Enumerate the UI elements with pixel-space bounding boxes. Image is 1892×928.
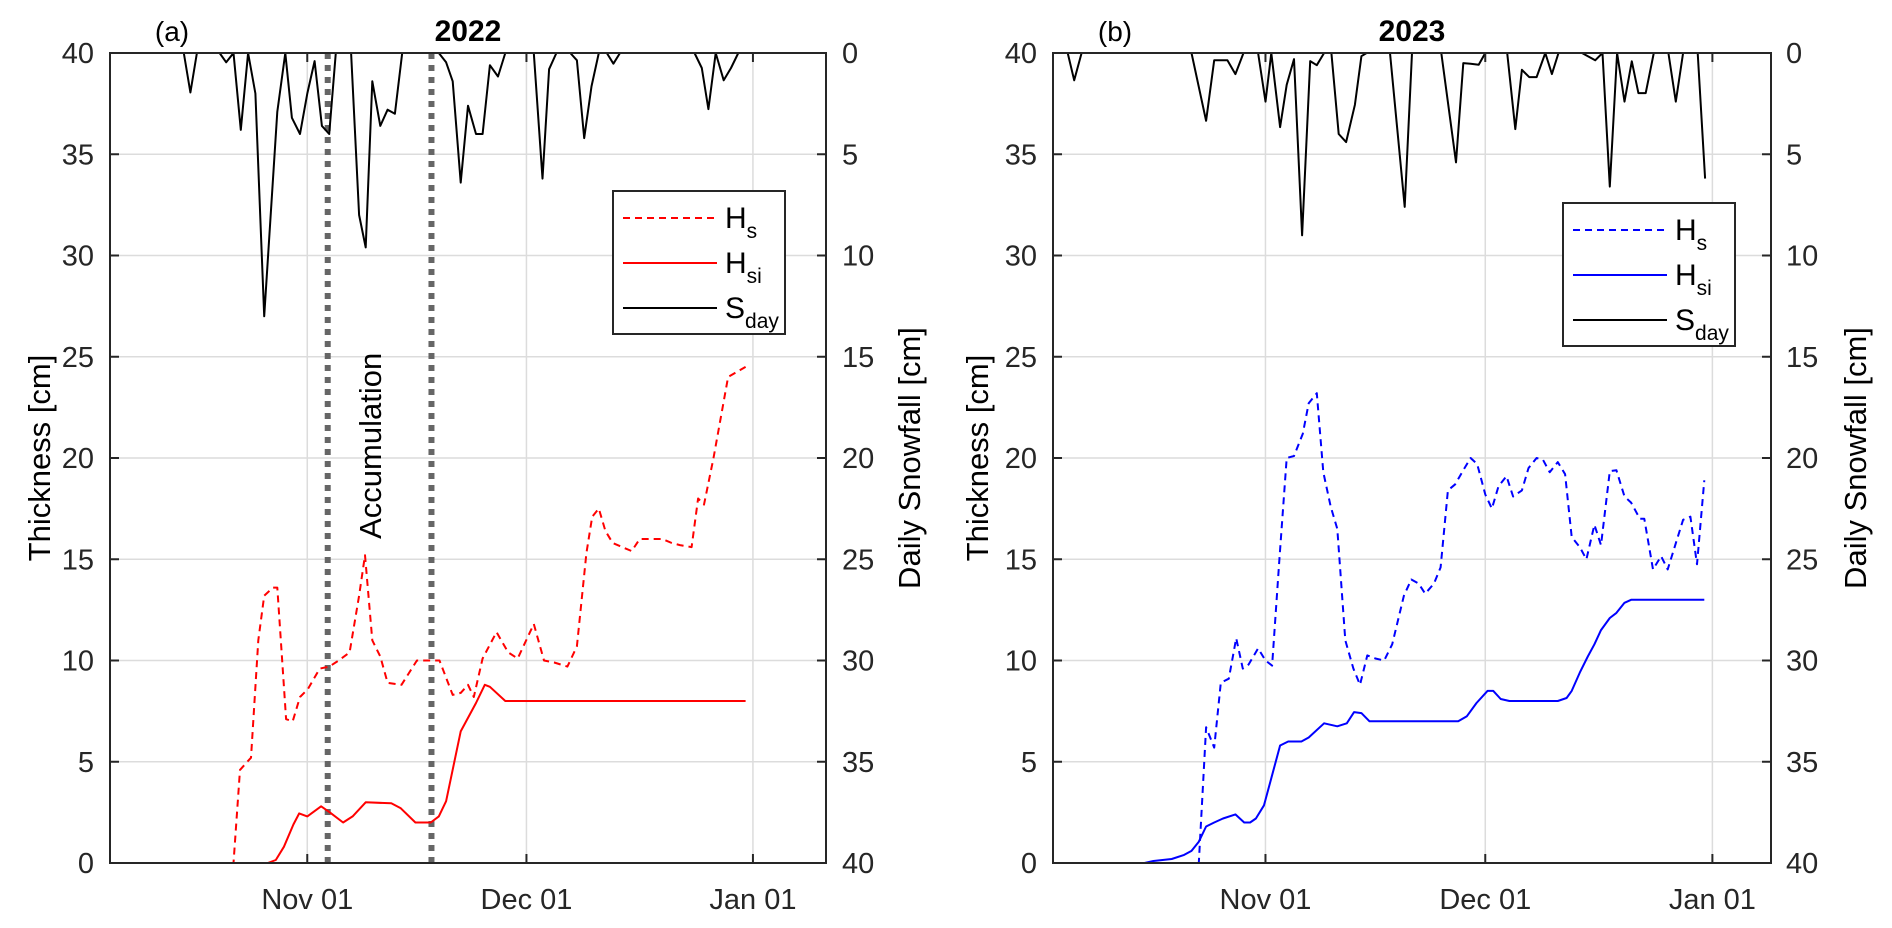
legend-label-sday: Sday: [1675, 304, 1729, 345]
y-right-axis-label: Daily Snowfall [cm]: [1838, 327, 1873, 589]
legend-label-main: H: [1675, 214, 1697, 247]
y-right-tick-label: 0: [842, 38, 858, 70]
accumulation-annotation: Accumulation: [353, 353, 388, 539]
y-tick-label: 30: [1005, 241, 1037, 273]
y-right-tick-label: 40: [842, 848, 874, 880]
legend-label-subscript: day: [1695, 322, 1729, 345]
y-right-tick-label: 35: [1786, 747, 1818, 779]
legend-label-subscript: s: [1697, 232, 1708, 255]
y-tick-label: 35: [62, 139, 94, 171]
y-right-tick-label: 35: [842, 747, 874, 779]
legend-label-main: H: [1675, 259, 1697, 292]
y-tick-label: 40: [1005, 38, 1037, 70]
y-right-tick-label: 15: [1786, 342, 1818, 374]
legend-label-subscript: day: [745, 310, 779, 333]
y-right-tick-label: 25: [842, 544, 874, 576]
x-tick-label: Dec 01: [481, 884, 573, 916]
chart-title: 2022: [435, 15, 502, 48]
legend-label-subscript: si: [747, 265, 762, 288]
panel-b-2023: 0 5 10 15 20 25 30 35 40 0 5 10 15 20 25 30 35 40 Nov 01 De…: [960, 15, 1873, 916]
y-tick-label: 15: [62, 544, 94, 576]
y-tick-label: 20: [1005, 443, 1037, 475]
legend-label-main: H: [725, 202, 747, 235]
y-tick-label: 10: [1005, 646, 1037, 678]
y-tick-label: 40: [62, 38, 94, 70]
y-right-tick-label: 5: [842, 139, 858, 171]
x-tick-label: Jan 01: [709, 884, 796, 916]
y-tick-label: 30: [62, 241, 94, 273]
legend-label-main: H: [725, 247, 747, 280]
y-tick-label: 0: [1021, 848, 1037, 880]
legend-label-subscript: s: [747, 220, 758, 243]
legend-label-hs: Hs: [725, 202, 757, 243]
y-right-tick-label: 15: [842, 342, 874, 374]
y-right-tick-label: 20: [842, 443, 874, 475]
x-tick-label: Nov 01: [1220, 884, 1312, 916]
y-tick-label: 5: [1021, 747, 1037, 779]
y-tick-label: 35: [1005, 139, 1037, 171]
series-line-hs: [110, 366, 747, 864]
legend-label-sday: Sday: [725, 292, 779, 333]
series-line-hsi: [110, 683, 746, 864]
legend-label-hsi: Hsi: [1675, 259, 1712, 300]
series-line-sday: [110, 52, 746, 318]
y-right-tick-label: 20: [1786, 443, 1818, 475]
y-tick-label: 5: [78, 747, 94, 779]
panel-label: (a): [155, 16, 189, 47]
y-right-axis-label: Daily Snowfall [cm]: [892, 327, 927, 589]
x-tick-label: Jan 01: [1669, 884, 1756, 916]
panel-label: (b): [1098, 16, 1132, 47]
y-tick-label: 15: [1005, 544, 1037, 576]
y-tick-label: 25: [1005, 342, 1037, 374]
legend-label-main: S: [1675, 304, 1695, 337]
y-axis-label: Thickness [cm]: [22, 355, 57, 562]
x-tick-label: Nov 01: [261, 884, 353, 916]
legend-label-hsi: Hsi: [725, 247, 762, 288]
legend-label-subscript: si: [1697, 277, 1712, 300]
y-right-tick-label: 5: [1786, 139, 1802, 171]
y-right-tick-label: 30: [842, 646, 874, 678]
legend-label-main: S: [725, 292, 745, 325]
series-line-hs: [1053, 392, 1706, 864]
y-right-tick-label: 30: [1786, 646, 1818, 678]
y-right-tick-label: 40: [1786, 848, 1818, 880]
y-right-tick-label: 10: [1786, 241, 1818, 273]
panel-a-2022: Accumulation 0 5 10 15 20 25 30 35 40 0 5 10 15 20 25 30…: [22, 15, 927, 916]
legend-label-hs: Hs: [1675, 214, 1707, 255]
y-tick-label: 0: [78, 848, 94, 880]
x-tick-label: Dec 01: [1439, 884, 1531, 916]
series-line-hsi: [1053, 598, 1705, 864]
y-tick-label: 25: [62, 342, 94, 374]
y-tick-label: 10: [62, 646, 94, 678]
chart-title: 2023: [1379, 15, 1446, 48]
y-right-tick-label: 10: [842, 241, 874, 273]
y-right-tick-label: 25: [1786, 544, 1818, 576]
y-right-tick-label: 0: [1786, 38, 1802, 70]
y-tick-label: 20: [62, 443, 94, 475]
y-axis-label: Thickness [cm]: [960, 355, 995, 562]
